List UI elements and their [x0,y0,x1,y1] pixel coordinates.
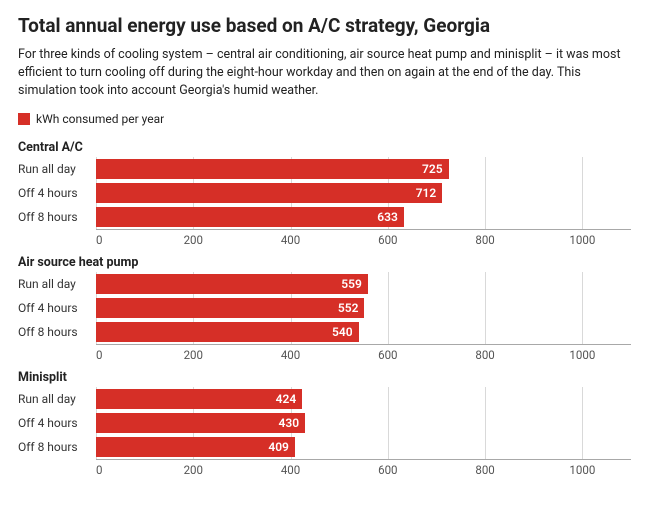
bar: 409 [96,437,295,457]
bar-value-label: 430 [279,416,300,430]
bar-row: 552 [96,296,631,320]
chart-group: Minisplit Run all dayOff 4 hoursOff 8 hou… [18,370,631,479]
bar-row: 633 [96,205,631,229]
x-tick-label: 1000 [569,463,595,477]
x-tick-label: 400 [281,348,300,362]
x-axis: 0 200 400 600 800 1000 [96,344,631,364]
category-label: Off 4 hours [18,296,96,320]
bar: 540 [96,322,359,342]
bar-value-label: 712 [416,186,437,200]
bar-row: 409 [96,435,631,459]
bar-row: 540 [96,320,631,344]
category-label: Off 8 hours [18,320,96,344]
x-tick-label: 0 [96,348,102,362]
x-tick-label: 400 [281,463,300,477]
x-tick-label: 600 [378,348,397,362]
bar-row: 559 [96,272,631,296]
legend-label: kWh consumed per year [36,112,164,126]
x-tick-label: 200 [184,348,203,362]
legend: kWh consumed per year [18,112,631,126]
group-title: Minisplit [18,370,631,385]
x-tick-label: 1000 [569,348,595,362]
category-label: Off 4 hours [18,181,96,205]
group-title: Air source heat pump [18,255,631,270]
group-title: Central A/C [18,140,631,155]
bar-value-label: 633 [377,210,398,224]
x-tick-label: 1000 [569,233,595,247]
x-axis: 0 200 400 600 800 1000 [96,459,631,479]
bar-value-label: 540 [332,325,353,339]
bar: 559 [96,274,368,294]
bar-value-label: 552 [338,301,359,315]
bar: 725 [96,159,449,179]
chart-subtitle: For three kinds of cooling system – cent… [18,46,631,100]
x-tick-label: 800 [475,463,494,477]
bar-value-label: 424 [276,392,297,406]
bar: 430 [96,413,305,433]
bar: 633 [96,207,404,227]
chart-title: Total annual energy use based on A/C str… [18,14,631,38]
bar-value-label: 409 [268,440,289,454]
bar-row: 712 [96,181,631,205]
x-tick-label: 600 [378,233,397,247]
chart-group: Air source heat pump Run all dayOff 4 hou… [18,255,631,364]
legend-swatch [18,113,30,125]
x-tick-label: 600 [378,463,397,477]
bar-row: 725 [96,157,631,181]
x-axis: 0 200 400 600 800 1000 [96,229,631,249]
bar-row: 430 [96,411,631,435]
x-tick-label: 400 [281,233,300,247]
bar: 712 [96,183,442,203]
bar-row: 424 [96,387,631,411]
x-tick-label: 0 [96,233,102,247]
category-label: Run all day [18,157,96,181]
x-tick-label: 0 [96,463,102,477]
x-tick-label: 800 [475,233,494,247]
category-label: Run all day [18,387,96,411]
bar: 552 [96,298,364,318]
category-label: Run all day [18,272,96,296]
x-tick-label: 200 [184,233,203,247]
category-label: Off 4 hours [18,411,96,435]
bar-value-label: 725 [422,162,443,176]
bar-value-label: 559 [341,277,362,291]
x-tick-label: 800 [475,348,494,362]
category-label: Off 8 hours [18,435,96,459]
bar: 424 [96,389,302,409]
category-label: Off 8 hours [18,205,96,229]
chart-group: Central A/C Run all dayOff 4 hoursOff 8 h… [18,140,631,249]
x-tick-label: 200 [184,463,203,477]
